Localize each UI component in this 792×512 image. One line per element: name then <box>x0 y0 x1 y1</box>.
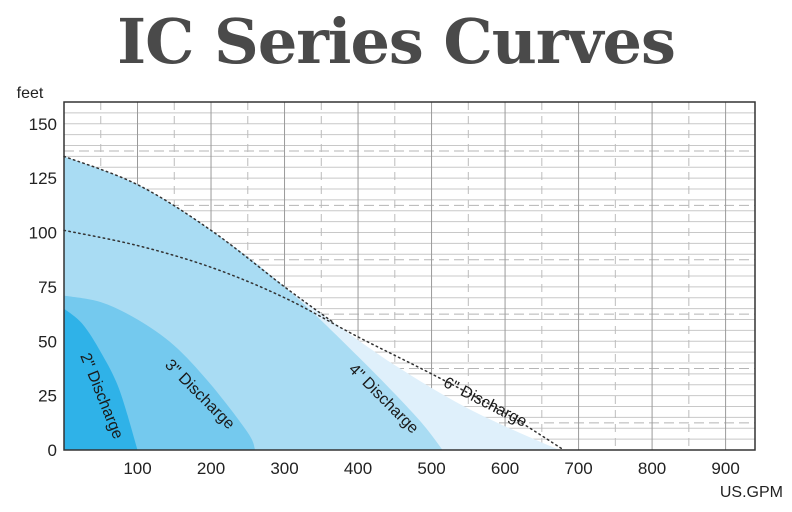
x-tick-label: 300 <box>270 459 298 478</box>
x-tick-label: 600 <box>491 459 519 478</box>
x-tick-label: 200 <box>197 459 225 478</box>
dotted-curve-1 <box>63 155 334 323</box>
y-tick-label: 125 <box>29 169 57 188</box>
chart-title: IC Series Curves <box>117 5 676 78</box>
plot-border <box>63 101 756 451</box>
x-tick-label: 700 <box>564 459 592 478</box>
y-axis-label: feet <box>17 85 44 102</box>
y-tick-label: 25 <box>38 387 57 406</box>
y-tick-label: 100 <box>29 224 57 243</box>
x-tick-label: 800 <box>638 459 666 478</box>
y-tick-label: 75 <box>38 278 57 297</box>
x-axis-label: US.GPM <box>720 484 783 501</box>
x-tick-label: 400 <box>344 459 372 478</box>
series-area-4 <box>64 308 138 450</box>
dotted-curve-2 <box>63 229 565 451</box>
x-tick-label: 100 <box>123 459 151 478</box>
y-tick-label: 150 <box>29 115 57 134</box>
y-tick-label: 0 <box>48 441 57 460</box>
x-tick-label: 900 <box>711 459 739 478</box>
x-tick-label: 500 <box>417 459 445 478</box>
y-tick-label: 50 <box>38 332 57 351</box>
